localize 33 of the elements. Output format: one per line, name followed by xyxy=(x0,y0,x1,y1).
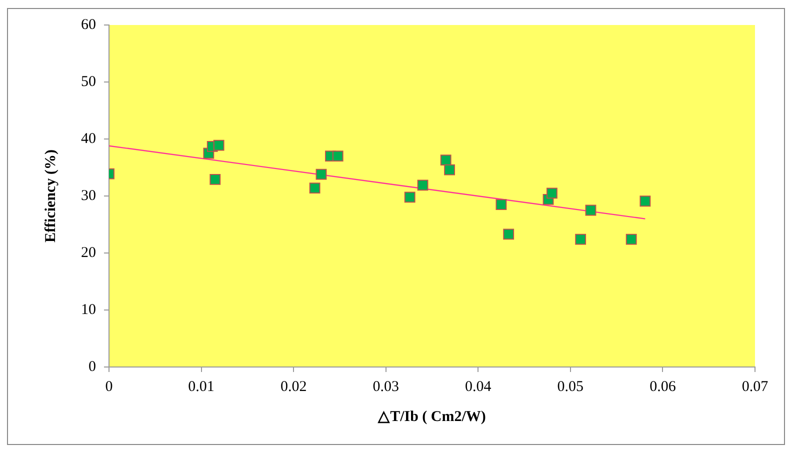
x-tick-label: 0.02 xyxy=(280,378,307,395)
x-tick-label: 0 xyxy=(105,378,113,395)
x-tick-label: 0.05 xyxy=(557,378,584,395)
point xyxy=(332,150,344,162)
point xyxy=(575,234,586,245)
y-tick-label: 60 xyxy=(81,16,96,33)
x-axis-title: △T/Ib ( Cm2/W) xyxy=(377,408,486,425)
x-tick-label: 0.04 xyxy=(465,378,492,395)
y-tick-label: 50 xyxy=(81,74,96,90)
x-tick-label: 0.03 xyxy=(372,378,399,395)
y-tick-label: 40 xyxy=(81,130,96,147)
x-tick-label: 0.01 xyxy=(188,378,214,395)
point xyxy=(213,140,224,151)
point xyxy=(417,180,428,191)
x-tick-label: 0.06 xyxy=(650,378,676,395)
point xyxy=(444,164,455,176)
point xyxy=(210,174,221,185)
y-tick-label: 10 xyxy=(81,302,96,318)
point xyxy=(546,188,558,199)
x-tick-label: 0.07 xyxy=(742,378,769,395)
point xyxy=(640,196,651,207)
point xyxy=(585,204,596,216)
y-tick-label: 30 xyxy=(81,188,96,204)
y-tick-label: 20 xyxy=(81,244,96,261)
point xyxy=(309,182,320,194)
y-tick-label: 0 xyxy=(88,358,96,375)
point xyxy=(503,228,514,240)
point xyxy=(626,234,637,245)
y-axis-title: Efficiency (%) xyxy=(42,150,59,242)
point xyxy=(404,192,416,203)
point xyxy=(496,199,507,210)
point xyxy=(316,168,327,180)
point xyxy=(440,154,452,166)
